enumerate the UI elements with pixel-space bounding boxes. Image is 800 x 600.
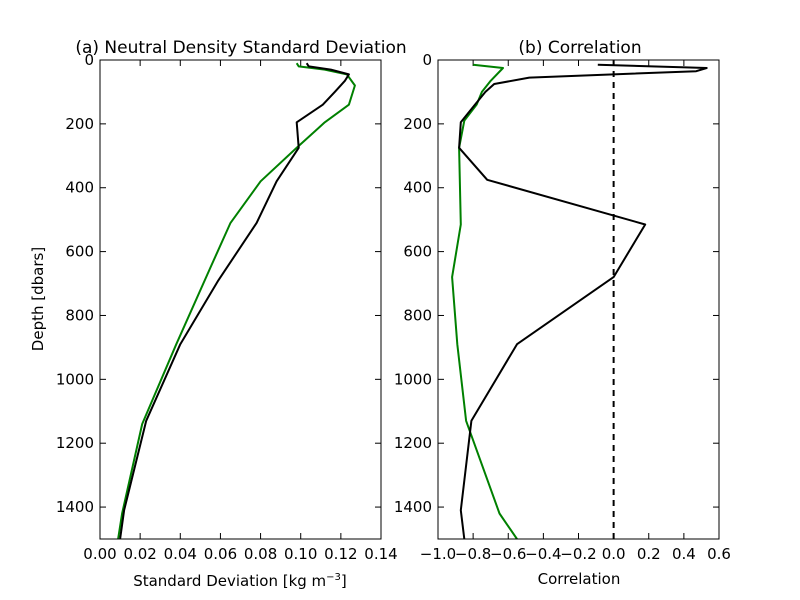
- y-tick-label: 1000: [394, 370, 432, 388]
- panel-a-ylabel: Depth [dbars]: [29, 247, 47, 351]
- y-tick-label: 600: [403, 243, 432, 261]
- panel-a-xlabel-main: Standard Deviation [kg m: [133, 572, 326, 590]
- panel-a-title: (a) Neutral Density Standard Deviation: [75, 38, 406, 58]
- y-tick-label: 200: [403, 115, 432, 133]
- panel-a-frame: [99, 59, 382, 540]
- y-tick-label: 1200: [56, 434, 94, 452]
- y-tick-label: 0: [422, 51, 432, 69]
- x-tick-label: 0.4: [672, 545, 696, 563]
- x-tick-label: 0.12: [324, 545, 357, 563]
- panel-a-lines: [117, 62, 356, 540]
- y-tick-label: 600: [65, 243, 94, 261]
- x-tick-label: −0.4: [525, 545, 561, 563]
- x-tick-label: 0.10: [284, 545, 317, 563]
- y-tick-label: 1400: [394, 498, 432, 516]
- panel-b-ticks: −1.0−0.8−0.6−0.4−0.2 0.0 0.2 0.4 0.6 0 200 400 6…: [394, 51, 731, 563]
- x-tick-label: −0.6: [490, 545, 526, 563]
- y-tick-label: 400: [65, 179, 94, 197]
- panel-b-frame: [437, 59, 720, 540]
- x-tick-label: 0.2: [637, 545, 661, 563]
- y-tick-label: 800: [65, 306, 94, 324]
- x-tick-label: −0.2: [560, 545, 596, 563]
- panel-a: (a) Neutral Density Standard Deviation 0…: [29, 38, 407, 590]
- y-tick-label: 1200: [394, 434, 432, 452]
- series-line: [119, 62, 350, 540]
- x-tick-label: 0.14: [364, 545, 397, 563]
- x-tick-label: 0.00: [83, 545, 116, 563]
- panel-a-xlabel: Standard Deviation [kg m−3]: [133, 572, 347, 590]
- y-tick-label: 1000: [56, 370, 94, 388]
- y-tick-label: 200: [65, 115, 94, 133]
- x-tick-label: 0.04: [164, 545, 197, 563]
- x-tick-label: 0.6: [707, 545, 731, 563]
- panel-a-xlabel-end: ]: [341, 572, 347, 590]
- x-tick-label: 0.02: [123, 545, 156, 563]
- panel-b-xlabel: Correlation: [538, 570, 621, 588]
- panel-b: (b) Correlation −1.0−0.8−0.6−0.4−0.2 0.0 0…: [394, 38, 731, 588]
- series-line: [458, 63, 708, 540]
- y-tick-label: 800: [403, 306, 432, 324]
- series-line: [117, 62, 356, 540]
- x-tick-label: 0.08: [244, 545, 277, 563]
- y-tick-label: 400: [403, 179, 432, 197]
- panel-a-xlabel-sup: −3: [326, 572, 341, 583]
- x-tick-label: 0.0: [602, 545, 626, 563]
- panel-a-ticks: 0.00 0.02 0.04 0.06 0.08 0.10 0.12 0.14 0 200 400 6…: [56, 51, 398, 563]
- panel-b-lines: [451, 60, 708, 540]
- y-tick-label: 1400: [56, 498, 94, 516]
- x-tick-label: 0.06: [204, 545, 237, 563]
- panel-b-title: (b) Correlation: [518, 38, 641, 58]
- y-tick-label: 0: [84, 51, 94, 69]
- x-tick-label: −0.8: [455, 545, 491, 563]
- x-tick-label: −1.0: [420, 545, 456, 563]
